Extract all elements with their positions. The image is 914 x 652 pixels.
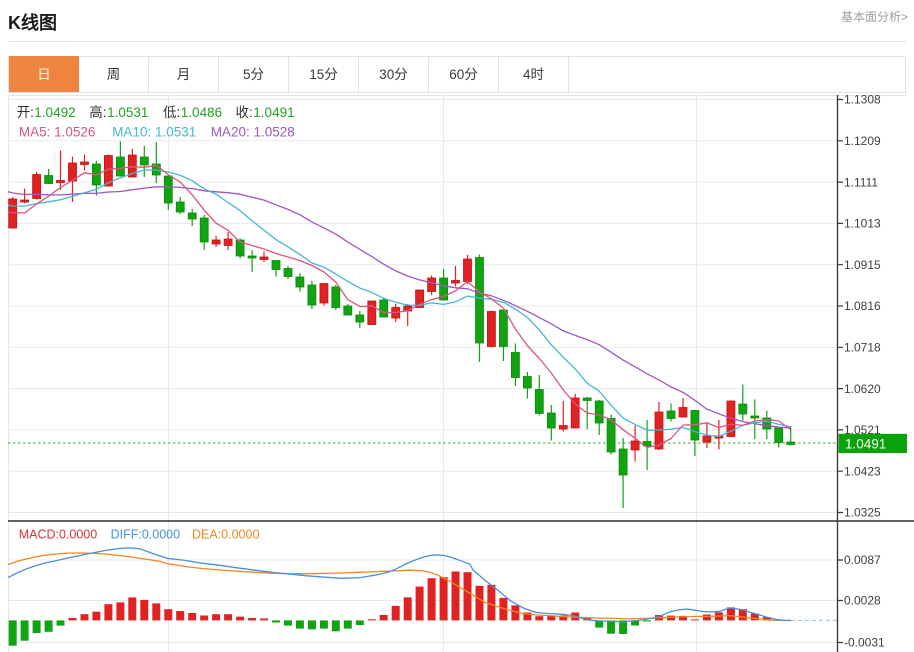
svg-text:1.1111: 1.1111 — [844, 175, 878, 189]
svg-text:1.1209: 1.1209 — [844, 134, 881, 148]
svg-text:收:: 收: — [236, 105, 253, 120]
svg-text:1.0486: 1.0486 — [181, 105, 222, 120]
svg-text:0.0087: 0.0087 — [844, 553, 881, 567]
svg-text:DEA:0.0000: DEA:0.0000 — [192, 528, 259, 542]
svg-text:DIFF:0.0000: DIFF:0.0000 — [111, 528, 181, 542]
svg-text:MA5: 1.0526: MA5: 1.0526 — [19, 124, 96, 139]
svg-text:1.0816: 1.0816 — [844, 299, 881, 313]
svg-text:1.0491: 1.0491 — [253, 105, 294, 120]
svg-text:MACD:0.0000: MACD:0.0000 — [19, 528, 98, 542]
svg-text:1.0620: 1.0620 — [844, 382, 881, 396]
svg-text:开:: 开: — [17, 105, 34, 120]
svg-text:MA20: 1.0528: MA20: 1.0528 — [211, 124, 295, 139]
svg-text:-0.0031: -0.0031 — [844, 636, 885, 650]
svg-text:1.1013: 1.1013 — [844, 217, 881, 231]
svg-text:1.0491: 1.0491 — [845, 436, 886, 451]
svg-text:1.0325: 1.0325 — [844, 506, 881, 520]
svg-text:1.0521: 1.0521 — [844, 423, 881, 437]
svg-text:低:: 低: — [163, 105, 180, 120]
svg-text:1.1308: 1.1308 — [844, 95, 881, 107]
svg-text:0.0028: 0.0028 — [844, 594, 881, 608]
svg-text:1.0718: 1.0718 — [844, 341, 881, 355]
svg-text:1.0492: 1.0492 — [34, 105, 75, 120]
svg-text:1.0423: 1.0423 — [844, 464, 881, 478]
svg-text:1.0915: 1.0915 — [844, 258, 881, 272]
svg-text:MA10: 1.0531: MA10: 1.0531 — [112, 124, 196, 139]
svg-text:1.0531: 1.0531 — [107, 105, 148, 120]
svg-text:高:: 高: — [89, 104, 106, 120]
